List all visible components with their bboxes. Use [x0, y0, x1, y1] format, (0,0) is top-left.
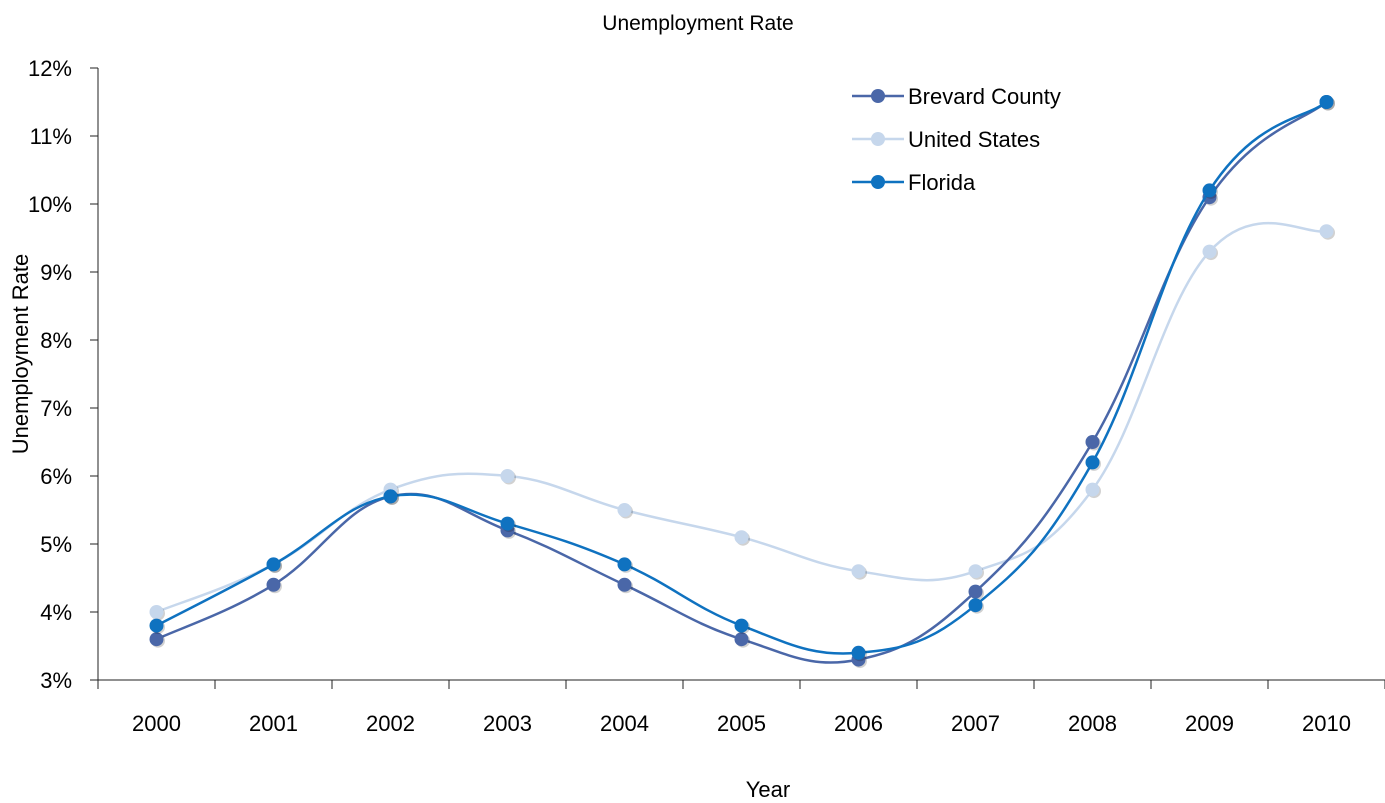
data-point-florida: [1319, 95, 1334, 109]
data-point-brevard-county: [149, 632, 164, 647]
data-point-united-states: [968, 564, 983, 579]
legend-label: Florida: [908, 170, 976, 195]
x-tick-label: 2002: [366, 711, 415, 736]
y-tick-label: 5%: [40, 532, 72, 557]
data-point-united-states: [851, 564, 866, 579]
legend-label: United States: [908, 127, 1040, 152]
data-point-brevard-county: [266, 577, 281, 592]
x-tick-label: 2010: [1302, 711, 1351, 736]
data-point-florida: [1085, 455, 1100, 470]
y-tick-label: 12%: [28, 56, 72, 81]
legend-label: Brevard County: [908, 84, 1061, 109]
data-point-brevard-county: [1085, 435, 1100, 449]
legend-item-united-states: United States: [852, 127, 1040, 152]
y-tick-label: 6%: [40, 464, 72, 489]
y-tick-label: 9%: [40, 260, 72, 285]
series-brevard-county: [149, 95, 1335, 669]
x-tick-label: 2005: [717, 711, 766, 736]
y-tick-label: 11%: [30, 124, 72, 149]
data-point-brevard-county: [734, 632, 749, 647]
data-point-united-states: [149, 605, 164, 619]
data-point-florida: [734, 618, 749, 633]
data-point-united-states: [1085, 482, 1100, 497]
series-united-states: [149, 221, 1335, 621]
data-point-florida: [617, 557, 632, 572]
x-tick-label: 2009: [1185, 711, 1234, 736]
x-tick-label: 2000: [132, 711, 181, 736]
series-line-florida: [155, 101, 1328, 655]
data-point-florida: [383, 489, 398, 504]
legend-marker: [871, 89, 885, 103]
legend: Brevard County United States Florida: [852, 84, 1061, 195]
data-point-brevard-county: [968, 584, 983, 599]
x-tick-label: 2007: [951, 711, 1000, 736]
data-point-united-states: [617, 503, 632, 517]
series-line-united-states: [156, 221, 1327, 614]
data-point-united-states: [1319, 224, 1334, 239]
data-point-brevard-county: [617, 577, 632, 592]
legend-marker: [871, 175, 885, 189]
y-tick-label: 3%: [40, 668, 72, 693]
y-tick-label: 10%: [28, 192, 72, 217]
series-florida: [149, 95, 1335, 662]
data-point-florida: [1202, 183, 1217, 198]
data-point-florida: [968, 598, 983, 613]
series-layer: [149, 95, 1335, 669]
legend-item-florida: Florida: [852, 170, 976, 195]
data-point-florida: [266, 557, 281, 572]
legend-marker: [871, 132, 885, 146]
data-point-united-states: [1202, 244, 1217, 259]
series-line-brevard-county: [155, 101, 1328, 664]
y-tick-label: 8%: [40, 328, 72, 353]
x-axis-label: Year: [746, 777, 790, 802]
data-point-united-states: [734, 530, 749, 545]
x-tick-label: 2006: [834, 711, 883, 736]
data-point-florida: [500, 516, 515, 531]
legend-item-brevard-county: Brevard County: [852, 84, 1061, 109]
y-tick-label: 4%: [40, 600, 72, 625]
y-tick-label: 7%: [40, 396, 72, 421]
axes: 3% 4% 5% 6% 7% 8% 9% 10% 11% 12% 2000 2001 2002 2003 2…: [28, 56, 1385, 736]
data-point-florida: [851, 645, 866, 660]
x-tick-label: 2001: [249, 711, 298, 736]
x-tick-label: 2004: [600, 711, 649, 736]
x-tick-label: 2008: [1068, 711, 1117, 736]
data-point-florida: [149, 618, 164, 633]
data-point-united-states: [500, 469, 515, 483]
y-axis-label: Unemployment Rate: [8, 254, 33, 455]
chart-title: Unemployment Rate: [602, 12, 793, 35]
x-tick-label: 2003: [483, 711, 532, 736]
